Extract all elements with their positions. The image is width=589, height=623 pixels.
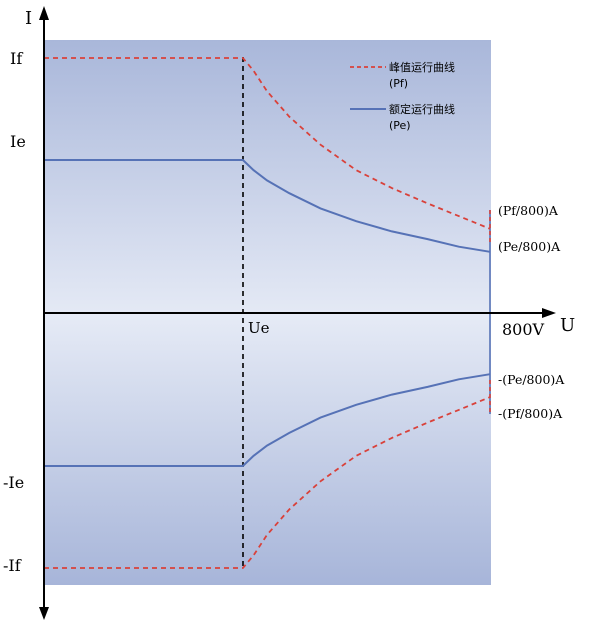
plot-background-top: [44, 40, 491, 313]
legend-sub-pe: (Pe): [389, 119, 411, 132]
x-axis-label: U: [560, 315, 575, 336]
y-axis-label: I: [25, 8, 32, 29]
series-pe-negative: [44, 373, 491, 467]
end-label-pf-positive: (Pf/800)A: [498, 203, 559, 218]
y-tick-if: If: [10, 49, 23, 68]
end-label-pe-positive: (Pe/800)A: [498, 239, 561, 254]
legend: 峰值运行曲线 (Pf) 额定运行曲线 (Pe): [350, 60, 455, 132]
y-tick-neg-ie: -Ie: [3, 473, 24, 492]
plot-background-bottom: [44, 313, 491, 585]
y-axis-arrow-bottom: [39, 607, 49, 620]
y-tick-ie: Ie: [10, 132, 26, 151]
legend-label-pe: 额定运行曲线: [389, 102, 455, 116]
x-axis-arrow: [542, 308, 556, 318]
x-tick-ue: Ue: [248, 319, 270, 337]
y-tick-neg-if: -If: [3, 556, 22, 575]
series-pf-negative: [44, 396, 491, 569]
legend-sub-pf: (Pf): [389, 77, 408, 90]
legend-label-pf: 峰值运行曲线: [389, 60, 455, 74]
end-label-pf-negative: -(Pf/800)A: [498, 406, 563, 421]
y-axis-arrow-top: [39, 6, 49, 20]
series-pe-positive: [44, 159, 491, 253]
end-label-pe-negative: -(Pe/800)A: [498, 372, 565, 387]
x-tick-800v: 800V: [502, 320, 545, 339]
series-pf-positive: [44, 57, 491, 230]
